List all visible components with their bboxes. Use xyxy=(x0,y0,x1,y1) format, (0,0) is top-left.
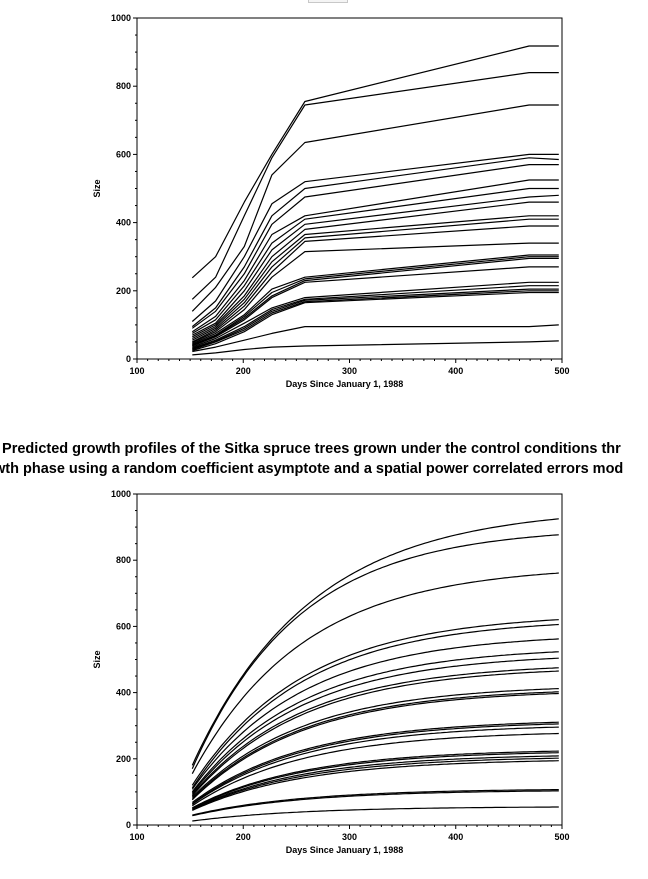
predicted-growth-svg: 0 200 400 600 800 1000 100 200 300 400 500 Days Sin… xyxy=(92,489,570,855)
figure-caption-line-1: . Predicted growth profiles of the Sitka… xyxy=(0,441,621,457)
series-line-tree-2 xyxy=(191,71,559,300)
y-tick-label: 0 xyxy=(126,820,131,830)
y-tick-label: 800 xyxy=(116,81,131,91)
series-line-tree-22 xyxy=(192,760,559,811)
series-line-tree-1 xyxy=(191,518,559,766)
series-line-tree-17 xyxy=(192,257,559,346)
y-tick-label: 0 xyxy=(126,354,131,364)
series-line-tree-5 xyxy=(191,623,559,789)
series-line-tree-3 xyxy=(191,572,559,774)
series-line-tree-20 xyxy=(192,755,559,810)
series-line-tree-25 xyxy=(192,806,559,822)
x-tick-label: 400 xyxy=(448,832,463,842)
series-line-tree-18 xyxy=(192,750,559,809)
series-line-tree-6 xyxy=(191,638,559,790)
y-tick-label: 1000 xyxy=(111,489,131,499)
series-line-tree-18 xyxy=(192,266,559,347)
series-line-tree-8 xyxy=(191,187,559,334)
series-line-tree-4 xyxy=(191,153,559,322)
series-line-tree-16 xyxy=(191,726,559,805)
figure-caption-line-2: wth phase using a random coefficient asy… xyxy=(0,461,624,477)
series-line-tree-1 xyxy=(191,45,559,279)
series-line-tree-10 xyxy=(191,670,559,797)
x-tick-label: 100 xyxy=(129,832,144,842)
series-line-tree-10 xyxy=(192,201,559,338)
series-line-tree-9 xyxy=(191,667,559,795)
y-tick-label: 800 xyxy=(116,555,131,565)
series-line-tree-20 xyxy=(192,285,559,349)
y-tick-label: 200 xyxy=(116,754,131,764)
series-line-tree-15 xyxy=(191,723,559,805)
y-axis-label: Size xyxy=(92,179,102,197)
x-tick-label: 500 xyxy=(554,366,569,376)
x-tick-label: 100 xyxy=(129,366,144,376)
series-line-tree-24 xyxy=(192,790,559,817)
series-line-tree-9 xyxy=(192,194,559,336)
y-tick-label: 200 xyxy=(116,286,131,296)
y-tick-label: 400 xyxy=(116,688,131,698)
series-line-tree-4 xyxy=(191,619,559,786)
x-tick-label: 300 xyxy=(342,366,357,376)
y-tick-label: 400 xyxy=(116,218,131,228)
series-line-tree-19 xyxy=(192,281,559,348)
series-line-tree-6 xyxy=(191,164,559,329)
series-line-tree-24 xyxy=(192,324,559,353)
series-line-tree-7 xyxy=(191,179,559,333)
series-line-tree-5 xyxy=(191,157,559,328)
y-axis-label: Size xyxy=(92,650,102,668)
observed-growth-svg: 0 200 400 600 800 1000 100 200 300 400 500 Days Sin… xyxy=(92,13,570,389)
series-group xyxy=(191,518,559,822)
series-line-tree-17 xyxy=(191,732,559,807)
x-axis-label: Days Since January 1, 1988 xyxy=(286,379,404,389)
series-line-tree-2 xyxy=(191,534,559,769)
x-axis-label: Days Since January 1, 1988 xyxy=(286,845,404,855)
series-group xyxy=(191,45,559,356)
series-line-tree-14 xyxy=(192,242,559,344)
predicted-growth-chart: 0 200 400 600 800 1000 100 200 300 400 500 Days Sin… xyxy=(0,486,648,866)
x-tick-label: 400 xyxy=(448,366,463,376)
series-line-tree-3 xyxy=(191,104,559,312)
series-line-tree-23 xyxy=(192,789,559,816)
series-line-tree-13 xyxy=(192,225,559,343)
plot-frame xyxy=(136,17,563,360)
x-tick-label: 300 xyxy=(342,832,357,842)
x-tick-label: 200 xyxy=(236,366,251,376)
series-line-tree-14 xyxy=(191,721,559,803)
series-line-tree-19 xyxy=(192,752,559,809)
x-tick-label: 200 xyxy=(236,832,251,842)
series-line-tree-22 xyxy=(192,290,559,351)
series-line-tree-15 xyxy=(192,254,559,345)
series-line-tree-11 xyxy=(191,688,559,798)
y-tick-label: 600 xyxy=(116,149,131,159)
series-line-tree-12 xyxy=(191,691,559,799)
series-line-tree-12 xyxy=(192,218,559,341)
observed-growth-chart: 0 200 400 600 800 1000 100 200 300 400 500 Days Sin… xyxy=(0,0,648,400)
y-tick-label: 1000 xyxy=(111,13,131,23)
series-line-tree-7 xyxy=(191,651,559,793)
window-tab-handle[interactable] xyxy=(308,0,348,3)
series-line-tree-25 xyxy=(192,340,559,356)
series-line-tree-11 xyxy=(192,215,559,340)
y-tick-label: 600 xyxy=(116,621,131,631)
x-tick-label: 500 xyxy=(554,832,569,842)
series-line-tree-8 xyxy=(191,657,559,794)
series-line-tree-21 xyxy=(192,757,559,811)
series-line-tree-13 xyxy=(191,692,559,801)
window-top-edge xyxy=(0,0,648,4)
series-line-tree-23 xyxy=(192,291,559,352)
